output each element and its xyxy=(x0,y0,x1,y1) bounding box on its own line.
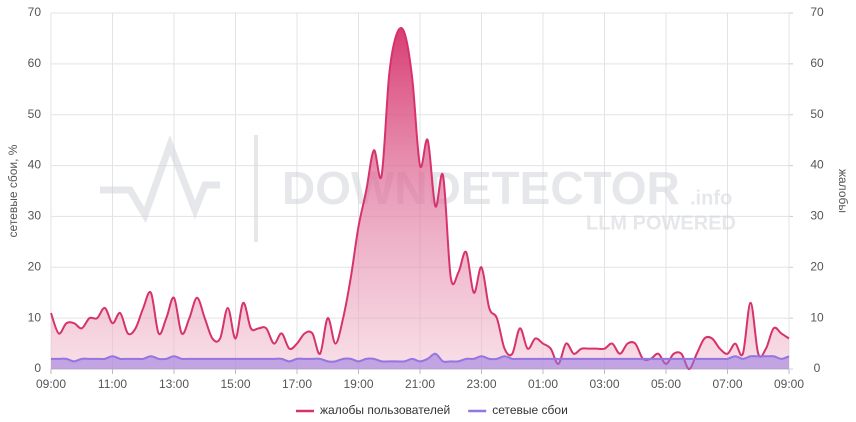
y-tick-label: 30 xyxy=(28,209,42,223)
x-tick-label: 21:00 xyxy=(405,377,435,391)
watermark-brand: DOWNDETECTOR xyxy=(282,162,680,214)
x-tick-label: 05:00 xyxy=(651,377,681,391)
y-tick-label: 50 xyxy=(28,107,42,121)
x-tick-label: 07:00 xyxy=(712,377,742,391)
plot-area xyxy=(50,26,790,371)
x-tick-label: 23:00 xyxy=(466,377,496,391)
x-tick-label: 13:00 xyxy=(159,377,189,391)
legend-label: жалобы пользователей xyxy=(320,403,450,417)
x-tick-label: 11:00 xyxy=(98,377,127,391)
x-tick-label: 09:00 xyxy=(36,377,66,391)
x-tick-label: 03:00 xyxy=(589,377,619,391)
x-tick-label: 09:00 xyxy=(774,377,804,391)
x-tick-label: 01:00 xyxy=(528,377,558,391)
legend: жалобы пользователей сетевые сбои xyxy=(296,403,568,417)
series-area xyxy=(51,27,789,369)
y-tick-label: 0 xyxy=(34,361,41,375)
grid: 0 10 20 30 40 50 60 70 0 10 20 30 40 50 60 70 09:00 11:00… xyxy=(28,5,824,391)
y2-tick-label: 40 xyxy=(810,158,824,172)
y-tick-label: 40 xyxy=(28,158,42,172)
y-tick-label: 70 xyxy=(28,5,42,19)
x-tick-label: 19:00 xyxy=(343,377,373,391)
y2-tick-label: 60 xyxy=(810,56,824,70)
series-line xyxy=(50,352,790,363)
watermark-suffix: .info xyxy=(690,187,732,209)
y2-tick-label: 50 xyxy=(810,107,824,121)
watermark: DOWNDETECTOR .info LLM POWERED xyxy=(100,134,736,242)
series-area xyxy=(51,353,789,369)
y-tick-label: 20 xyxy=(28,259,42,273)
y-axis-label: сетевые сбои, % xyxy=(6,144,20,237)
watermark-logo xyxy=(100,134,220,224)
y2-tick-label: 0 xyxy=(814,361,821,375)
legend-label: сетевые сбои xyxy=(492,403,568,417)
y-tick-label: 60 xyxy=(28,56,42,70)
y2-tick-label: 10 xyxy=(810,310,824,324)
y-tick-label: 10 xyxy=(28,310,42,324)
x-tick-label: 17:00 xyxy=(282,377,312,391)
y2-tick-label: 30 xyxy=(810,209,824,223)
y2-tick-label: 70 xyxy=(810,5,824,19)
y2-tick-label: 20 xyxy=(810,259,824,273)
watermark-tagline: LLM POWERED xyxy=(586,212,736,234)
x-tick-label: 15:00 xyxy=(220,377,250,391)
y2-axis-label: жалобы xyxy=(836,169,850,213)
